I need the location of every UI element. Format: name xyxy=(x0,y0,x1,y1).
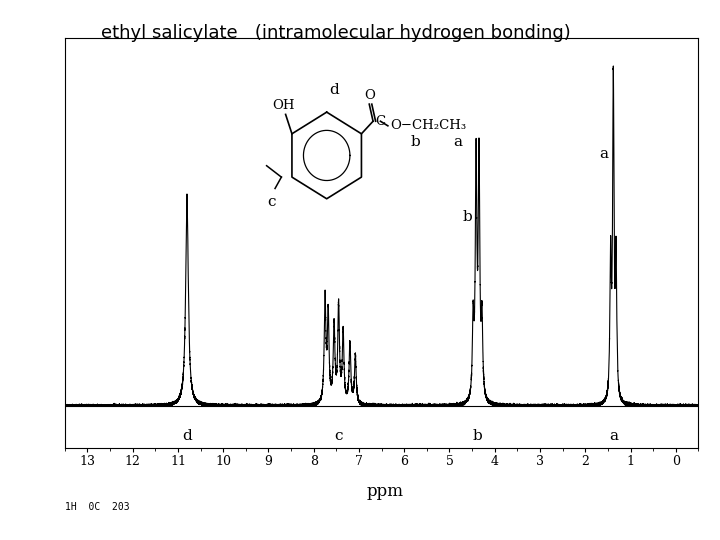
Text: d: d xyxy=(329,84,339,97)
Text: a: a xyxy=(599,146,608,160)
Text: ethyl salicylate   (intramolecular hydrogen bonding): ethyl salicylate (intramolecular hydroge… xyxy=(101,24,570,42)
Text: b: b xyxy=(472,429,482,443)
Text: c: c xyxy=(334,429,343,443)
Text: d: d xyxy=(182,429,192,443)
Text: a: a xyxy=(609,429,618,443)
Text: b: b xyxy=(463,210,472,224)
Text: ppm: ppm xyxy=(366,483,404,500)
Text: 1H  0C  203: 1H 0C 203 xyxy=(65,502,130,512)
